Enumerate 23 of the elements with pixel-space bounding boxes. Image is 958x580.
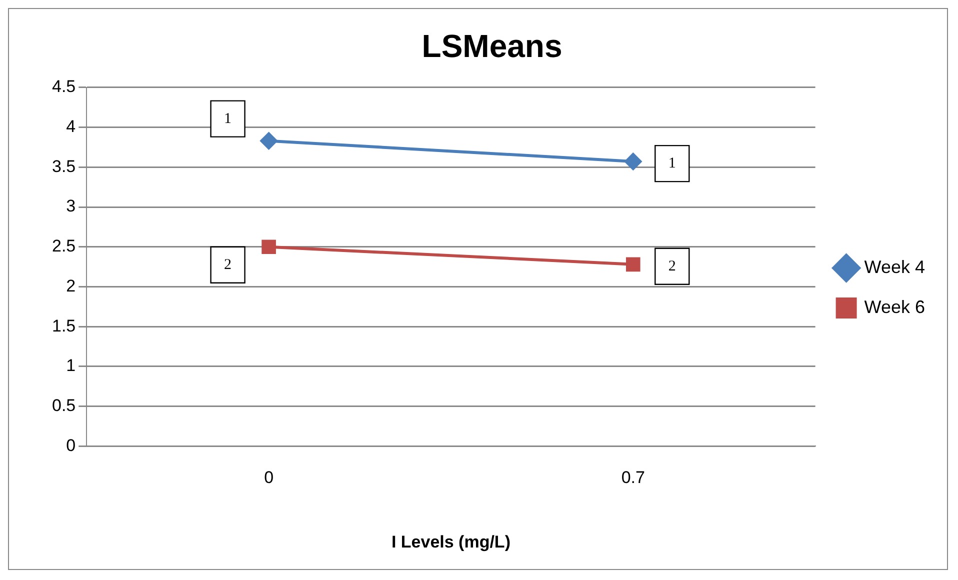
y-tick-label: 1 xyxy=(66,356,76,376)
point xyxy=(260,132,278,150)
y-tick-label: 3.5 xyxy=(52,156,76,176)
y-tick-label: 2.5 xyxy=(52,236,76,256)
legend-label: Week 4 xyxy=(864,256,926,277)
x-axis-title: I Levels (mg/L) xyxy=(391,532,510,552)
y-tick-label: 3 xyxy=(66,196,76,216)
legend-label: Week 6 xyxy=(864,296,926,317)
chart-title: LSMeans xyxy=(422,28,562,64)
y-tick-label: 4.5 xyxy=(52,77,76,96)
annotation: 1 xyxy=(224,110,232,127)
annotation: 2 xyxy=(668,258,676,274)
annotation: 1 xyxy=(668,155,676,172)
y-tick-label: 2 xyxy=(66,276,76,296)
y-tick-label: 0.5 xyxy=(52,396,76,416)
x-tick-label: 0.7 xyxy=(621,468,645,488)
point xyxy=(262,240,276,254)
y-tick-label: 4 xyxy=(66,116,76,136)
annotation: 2 xyxy=(224,256,232,273)
point xyxy=(624,153,642,170)
point xyxy=(626,257,640,272)
y-tick-label: 0 xyxy=(66,436,76,455)
y-tick-label: 1.5 xyxy=(52,316,76,336)
